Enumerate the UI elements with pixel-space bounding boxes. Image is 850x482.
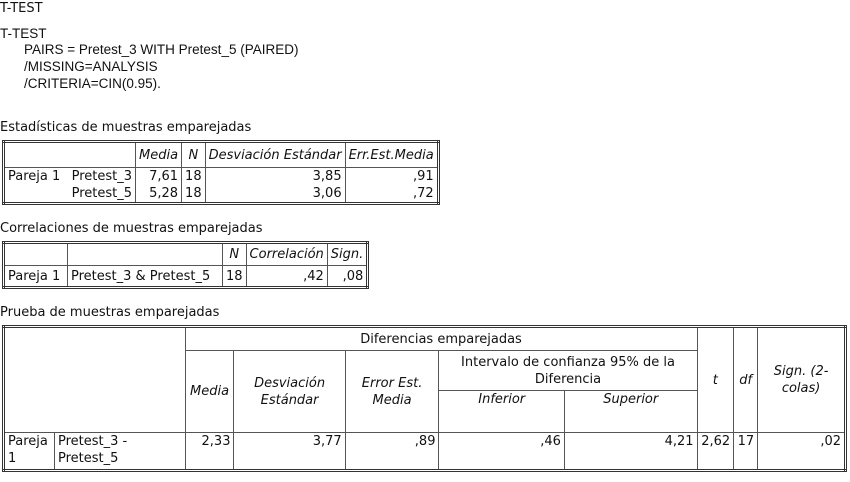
stats-pair-spacer [2, 185, 66, 204]
stats-media-2: 5,28 [134, 185, 183, 204]
stats-media-1: 7,61 [134, 167, 183, 185]
ptest-ci-header-line1: Intervalo de confianza 95% de la [461, 354, 675, 370]
corr-sig: ,08 [326, 265, 369, 288]
ptest-header-se-line2: Media [372, 392, 412, 408]
output-heading: T-TEST [0, 1, 43, 16]
ptest-header-df: df [733, 326, 759, 433]
ptest-ci-header-line2: Diferencia [534, 371, 602, 387]
stats-se-2: ,72 [344, 185, 439, 204]
corr-corner-cell-2 [67, 242, 223, 266]
ptest-media: 2,33 [184, 432, 235, 471]
syntax-line-4: /CRITERIA=CIN(0.95). [24, 76, 161, 91]
ptest-table-title: Prueba de muestras emparejadas [0, 305, 220, 320]
ptest-header-sig: Sign. (2- colas) [757, 326, 846, 433]
stats-n-2: 18 [181, 185, 206, 204]
ptest-header-media: Media [184, 350, 235, 433]
ptest-vars: Pretest_3 - Pretest_5 [53, 432, 186, 471]
stats-header-n: N [181, 141, 206, 168]
ptest-df: 17 [733, 432, 759, 471]
stats-header-media: Media [134, 141, 183, 168]
ptest-header-sig-line2: colas) [781, 381, 821, 396]
ptest-vars-line1: Pretest_3 - [57, 434, 128, 449]
stats-header-se: Err.Est.Media [344, 141, 439, 168]
corr-table: N Correlación Sign. Pareja 1 Pretest_3 &… [2, 241, 370, 289]
ptest-corner-cell [3, 326, 186, 433]
ptest-sig: ,02 [757, 432, 846, 471]
stats-var-2: Pretest_5 [65, 185, 136, 204]
ptest-vars-line2: Pretest_5 [57, 451, 119, 466]
corr-vars: Pretest_3 & Pretest_5 [67, 265, 223, 288]
ptest-group-header: Diferencias emparejadas [184, 326, 698, 351]
corr-pair-label: Pareja 1 [3, 265, 68, 288]
ptest-header-sd: Desviación Estándar [233, 350, 346, 433]
stats-sd-2: 3,06 [204, 185, 346, 204]
ptest-pair-label: Pareja 1 [3, 432, 55, 471]
stats-pair-label: Pareja 1 [2, 167, 66, 185]
corr-header-sig: Sign. [326, 242, 369, 266]
stats-table-title: Estadísticas de muestras emparejadas [0, 120, 252, 135]
ptest-sd: 3,77 [233, 432, 346, 471]
ptest-superior: 4,21 [563, 432, 698, 471]
corr-header-n: N [222, 242, 247, 266]
corr-header-r: Correlación [245, 242, 328, 266]
corr-table-title: Correlaciones de muestras emparejadas [0, 221, 263, 236]
ptest-ci-header: Intervalo de confianza 95% de la Diferen… [438, 350, 698, 391]
stats-se-1: ,91 [344, 167, 439, 185]
ptest-header-sd-line2: Estándar [260, 392, 319, 408]
ptest-inferior: ,46 [438, 432, 565, 471]
stats-var-1: Pretest_3 [65, 167, 136, 185]
ptest-pair-line2: 1 [8, 451, 17, 466]
ptest-se: ,89 [344, 432, 440, 471]
stats-table: Media N Desviación Estándar Err.Est.Medi… [2, 140, 440, 205]
ptest-header-superior: Superior [563, 390, 698, 433]
corr-corner-cell-1 [3, 242, 68, 266]
ptest-pair-line1: Pareja [8, 434, 48, 449]
corr-r: ,42 [245, 265, 328, 288]
corr-n: 18 [222, 265, 247, 288]
ptest-header-sd-line1: Desviación [254, 375, 326, 391]
ptest-table: Diferencias emparejadas t df Sign. (2- c… [2, 325, 847, 472]
ptest-header-inferior: Inferior [438, 390, 565, 433]
stats-sd-1: 3,85 [204, 167, 346, 185]
stats-header-sd: Desviación Estándar [204, 141, 346, 168]
ptest-header-t: t [696, 326, 735, 433]
ptest-header-sig-line1: Sign. (2- [773, 364, 829, 379]
syntax-line-3: /MISSING=ANALYSIS [24, 59, 158, 74]
ptest-t: 2,62 [696, 432, 735, 471]
syntax-line-2: PAIRS = Pretest_3 WITH Pretest_5 (PAIRED… [24, 42, 299, 57]
syntax-line-1: T-TEST [0, 26, 47, 41]
ptest-header-se: Error Est. Media [344, 350, 440, 433]
stats-n-1: 18 [181, 167, 206, 185]
ptest-header-se-line1: Error Est. [361, 375, 423, 391]
stats-corner-cell [3, 141, 136, 168]
